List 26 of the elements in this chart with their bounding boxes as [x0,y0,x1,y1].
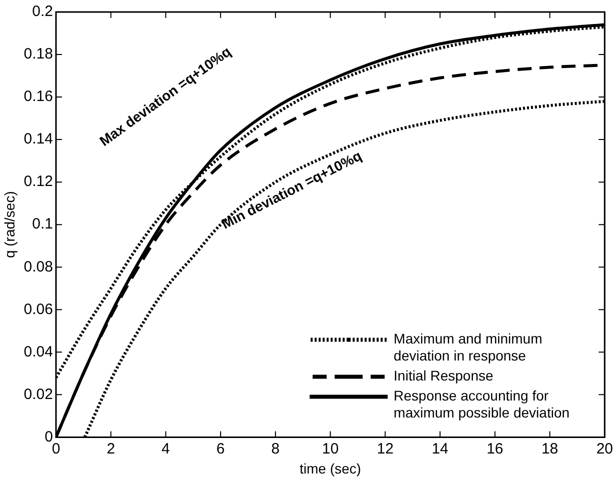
y-axis-title: q (rad/sec) [1,191,18,258]
y-tick-label: 0.08 [24,258,53,276]
y-tick-label: 0.14 [24,130,53,148]
x-tick-label: 6 [216,440,225,458]
x-tick-label: 20 [596,440,613,458]
x-tick-label: 12 [376,440,394,458]
x-tick-label: 14 [432,440,448,458]
y-tick-label: 0.18 [24,46,53,63]
x-tick-label: 18 [541,440,558,458]
x-tick-label: 2 [106,440,116,458]
y-tick-label: 0.16 [24,88,53,106]
y-tick-label: 0.2 [32,3,53,20]
y-tick-label: 0.12 [24,173,53,190]
x-tick-label: 10 [322,440,339,458]
legend-label: Initial Response [394,368,494,384]
y-tick-label: 0 [44,428,53,446]
legend-label: Response accounting for maximum possible deviation [394,388,570,421]
x-tick-label: 16 [486,440,504,458]
y-tick-label: 0.06 [24,300,53,318]
x-axis-title: time (sec) [300,460,362,476]
y-tick-label: 0.04 [24,343,53,360]
x-tick-label: 8 [271,440,280,458]
x-tick-label: 4 [162,440,170,458]
y-tick-label: 0.1 [32,216,53,233]
y-tick-label: 0.02 [24,386,53,403]
legend-label: Maximum and minimum deviation in response [394,330,542,364]
